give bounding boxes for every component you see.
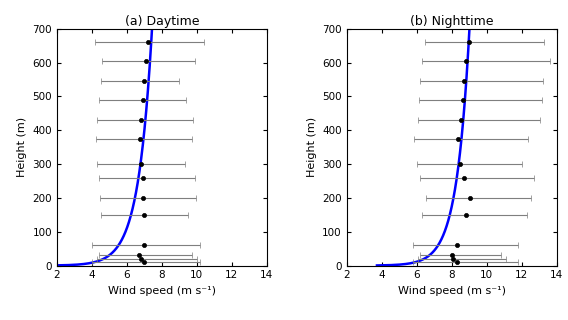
Y-axis label: Height (m): Height (m) (17, 117, 27, 177)
X-axis label: Wind speed (m s⁻¹): Wind speed (m s⁻¹) (398, 286, 506, 296)
Title: (a) Daytime: (a) Daytime (124, 15, 199, 28)
X-axis label: Wind speed (m s⁻¹): Wind speed (m s⁻¹) (108, 286, 216, 296)
Title: (b) Nighttime: (b) Nighttime (410, 15, 494, 28)
Y-axis label: Height (m): Height (m) (307, 117, 316, 177)
